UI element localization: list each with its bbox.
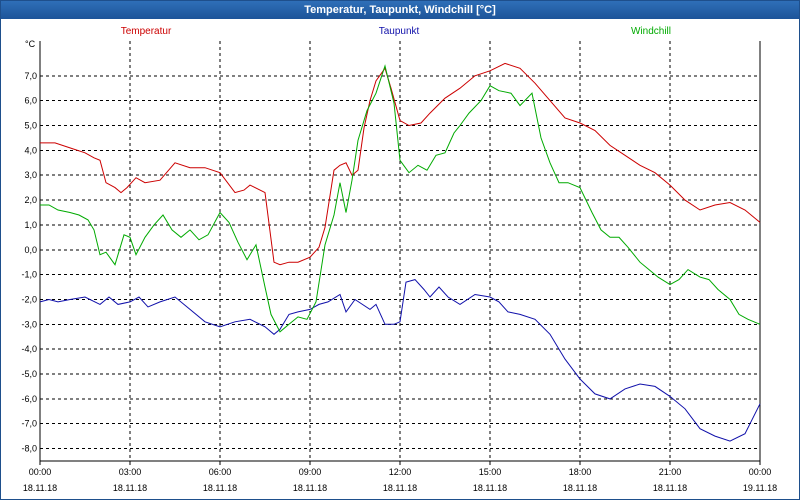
y-tick-label: 5,0 xyxy=(24,120,37,130)
y-tick-label: 7,0 xyxy=(24,71,37,81)
x-tick-time: 15:00 xyxy=(479,467,502,477)
legend-windchill: Windchill xyxy=(631,26,671,37)
y-tick-label: 0,0 xyxy=(24,245,37,255)
series-line-windchill xyxy=(40,64,761,333)
axes xyxy=(39,41,761,465)
x-tick-date: 18.11.18 xyxy=(23,483,57,493)
x-tick-date: 18.11.18 xyxy=(113,483,147,493)
y-tick-label: -1,0 xyxy=(21,270,37,280)
series-lines xyxy=(39,62,761,442)
window-title: Temperatur, Taupunkt, Windchill [°C] xyxy=(1,1,799,19)
y-tick-label: 2,0 xyxy=(24,195,37,205)
legend-taupunkt: Taupunkt xyxy=(379,26,420,37)
x-tick-labels: 00:00 18.11.18 03:00 18.11.18 06:00 18.11.18 0… xyxy=(23,467,777,493)
legend: Temperatur Taupunkt Windchill xyxy=(121,26,671,37)
x-tick-date: 18.11.18 xyxy=(383,483,417,493)
y-tick-label: -6,0 xyxy=(21,394,37,404)
x-tick-date: 18.11.18 xyxy=(293,483,327,493)
y-tick-label: -2,0 xyxy=(21,294,37,304)
y-tick-label: -3,0 xyxy=(21,319,37,329)
x-tick-date: 18.11.18 xyxy=(563,483,597,493)
x-tick-time: 06:00 xyxy=(209,467,232,477)
y-tick-label: 4,0 xyxy=(24,145,37,155)
y-tick-label: 3,0 xyxy=(24,170,37,180)
series-line-temperatur xyxy=(40,62,761,266)
y-tick-label: -7,0 xyxy=(21,419,37,429)
x-tick-time: 03:00 xyxy=(119,467,142,477)
y-tick-label: -4,0 xyxy=(21,344,37,354)
x-tick-time: 18:00 xyxy=(569,467,592,477)
x-tick-time: 21:00 xyxy=(659,467,682,477)
chart-canvas: 7,0 6,0 5,0 4,0 3,0 2,0 1,0 0,0 -1,0 -2,0 -3,0 -4,0… xyxy=(21,26,777,493)
x-tick-date: 18.11.18 xyxy=(473,483,507,493)
y-tick-label: 1,0 xyxy=(24,220,37,230)
y-axis-unit-label: °C xyxy=(25,39,36,49)
x-tick-date: 18.11.18 xyxy=(203,483,237,493)
series-line-taupunkt xyxy=(39,279,761,442)
legend-temperatur: Temperatur xyxy=(121,26,172,37)
grid xyxy=(40,41,760,461)
x-tick-time: 09:00 xyxy=(299,467,322,477)
y-tick-label: -8,0 xyxy=(21,444,37,454)
y-tick-label: -5,0 xyxy=(21,369,37,379)
x-tick-time: 12:00 xyxy=(389,467,412,477)
x-tick-date: 19.11.18 xyxy=(743,483,777,493)
x-tick-time: 00:00 xyxy=(749,467,772,477)
y-tick-labels: 7,0 6,0 5,0 4,0 3,0 2,0 1,0 0,0 -1,0 -2,0 -3,0 -4,0… xyxy=(21,71,37,454)
y-tick-label: 6,0 xyxy=(24,96,37,106)
x-tick-time: 00:00 xyxy=(29,467,52,477)
x-tick-date: 18.11.18 xyxy=(653,483,687,493)
